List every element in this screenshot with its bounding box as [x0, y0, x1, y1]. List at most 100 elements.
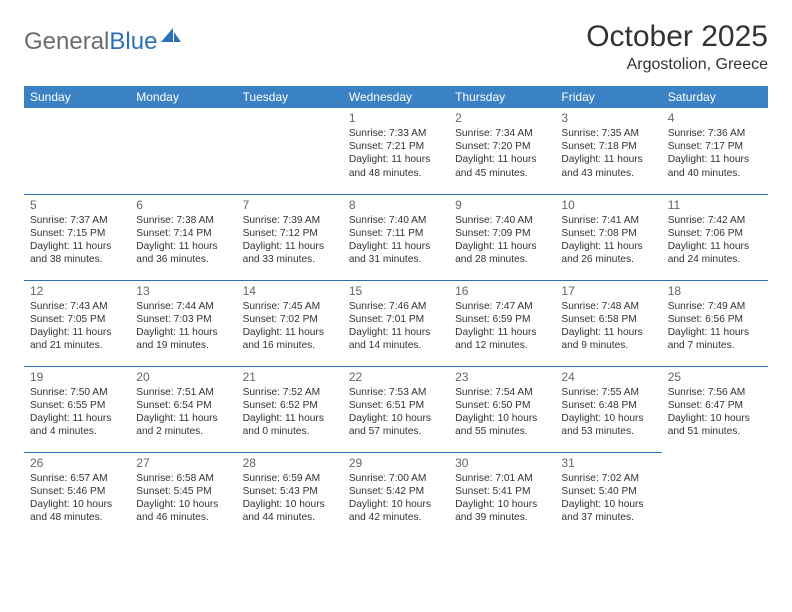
calendar-day-cell: 30Sunrise: 7:01 AMSunset: 5:41 PMDayligh…	[449, 452, 555, 538]
daylight-line: Daylight: 10 hours and 48 minutes.	[30, 498, 124, 524]
daylight-line: Daylight: 11 hours and 12 minutes.	[455, 326, 549, 352]
sunrise-line: Sunrise: 7:47 AM	[455, 300, 549, 313]
sunset-line: Sunset: 7:15 PM	[30, 227, 124, 240]
calendar-day-cell: 31Sunrise: 7:02 AMSunset: 5:40 PMDayligh…	[555, 452, 661, 538]
sunset-line: Sunset: 7:02 PM	[243, 313, 337, 326]
daylight-line: Daylight: 10 hours and 46 minutes.	[136, 498, 230, 524]
daylight-line: Daylight: 10 hours and 39 minutes.	[455, 498, 549, 524]
sunset-line: Sunset: 7:08 PM	[561, 227, 655, 240]
day-number: 21	[243, 370, 337, 385]
sunset-line: Sunset: 6:50 PM	[455, 399, 549, 412]
daylight-line: Daylight: 11 hours and 2 minutes.	[136, 412, 230, 438]
day-number: 27	[136, 456, 230, 471]
sunrise-line: Sunrise: 7:37 AM	[30, 214, 124, 227]
daylight-line: Daylight: 11 hours and 43 minutes.	[561, 153, 655, 179]
calendar-week-row: 5Sunrise: 7:37 AMSunset: 7:15 PMDaylight…	[24, 194, 768, 280]
day-number: 15	[349, 284, 443, 299]
calendar-day-cell: 10Sunrise: 7:41 AMSunset: 7:08 PMDayligh…	[555, 194, 661, 280]
header: GeneralBlue October 2025 Argostolion, Gr…	[24, 20, 768, 74]
weekday-header: Sunday	[24, 86, 130, 108]
weekday-header: Tuesday	[237, 86, 343, 108]
calendar-day-cell: 25Sunrise: 7:56 AMSunset: 6:47 PMDayligh…	[662, 366, 768, 452]
daylight-line: Daylight: 10 hours and 37 minutes.	[561, 498, 655, 524]
sunset-line: Sunset: 5:43 PM	[243, 485, 337, 498]
sunset-line: Sunset: 5:41 PM	[455, 485, 549, 498]
calendar-page: GeneralBlue October 2025 Argostolion, Gr…	[0, 0, 792, 558]
calendar-day-cell: 2Sunrise: 7:34 AMSunset: 7:20 PMDaylight…	[449, 108, 555, 194]
sunrise-line: Sunrise: 6:58 AM	[136, 472, 230, 485]
calendar-body: 1Sunrise: 7:33 AMSunset: 7:21 PMDaylight…	[24, 108, 768, 538]
calendar-day-cell: 16Sunrise: 7:47 AMSunset: 6:59 PMDayligh…	[449, 280, 555, 366]
sunset-line: Sunset: 5:46 PM	[30, 485, 124, 498]
daylight-line: Daylight: 11 hours and 38 minutes.	[30, 240, 124, 266]
calendar-day-cell: 9Sunrise: 7:40 AMSunset: 7:09 PMDaylight…	[449, 194, 555, 280]
sunrise-line: Sunrise: 7:52 AM	[243, 386, 337, 399]
daylight-line: Daylight: 11 hours and 28 minutes.	[455, 240, 549, 266]
sunset-line: Sunset: 6:51 PM	[349, 399, 443, 412]
sunset-line: Sunset: 7:20 PM	[455, 140, 549, 153]
sunset-line: Sunset: 6:58 PM	[561, 313, 655, 326]
sunrise-line: Sunrise: 7:34 AM	[455, 127, 549, 140]
calendar-day-cell: 3Sunrise: 7:35 AMSunset: 7:18 PMDaylight…	[555, 108, 661, 194]
sunrise-line: Sunrise: 7:53 AM	[349, 386, 443, 399]
sunrise-line: Sunrise: 7:36 AM	[668, 127, 762, 140]
calendar-day-cell: 18Sunrise: 7:49 AMSunset: 6:56 PMDayligh…	[662, 280, 768, 366]
sunset-line: Sunset: 7:17 PM	[668, 140, 762, 153]
daylight-line: Daylight: 11 hours and 24 minutes.	[668, 240, 762, 266]
daylight-line: Daylight: 10 hours and 44 minutes.	[243, 498, 337, 524]
sunrise-line: Sunrise: 7:01 AM	[455, 472, 549, 485]
sunrise-line: Sunrise: 7:33 AM	[349, 127, 443, 140]
sunset-line: Sunset: 6:52 PM	[243, 399, 337, 412]
day-number: 8	[349, 198, 443, 213]
sunset-line: Sunset: 7:09 PM	[455, 227, 549, 240]
calendar-week-row: 1Sunrise: 7:33 AMSunset: 7:21 PMDaylight…	[24, 108, 768, 194]
day-number: 29	[349, 456, 443, 471]
weekday-header: Wednesday	[343, 86, 449, 108]
calendar-day-cell: 15Sunrise: 7:46 AMSunset: 7:01 PMDayligh…	[343, 280, 449, 366]
daylight-line: Daylight: 11 hours and 45 minutes.	[455, 153, 549, 179]
day-number: 26	[30, 456, 124, 471]
sunset-line: Sunset: 6:54 PM	[136, 399, 230, 412]
day-number: 18	[668, 284, 762, 299]
sunrise-line: Sunrise: 7:55 AM	[561, 386, 655, 399]
logo-text-general: General	[24, 28, 109, 56]
calendar-day-cell: 24Sunrise: 7:55 AMSunset: 6:48 PMDayligh…	[555, 366, 661, 452]
daylight-line: Daylight: 11 hours and 21 minutes.	[30, 326, 124, 352]
day-number: 16	[455, 284, 549, 299]
calendar-day-cell: 22Sunrise: 7:53 AMSunset: 6:51 PMDayligh…	[343, 366, 449, 452]
day-number: 17	[561, 284, 655, 299]
daylight-line: Daylight: 11 hours and 31 minutes.	[349, 240, 443, 266]
sunrise-line: Sunrise: 7:35 AM	[561, 127, 655, 140]
sunrise-line: Sunrise: 7:50 AM	[30, 386, 124, 399]
calendar-week-row: 26Sunrise: 6:57 AMSunset: 5:46 PMDayligh…	[24, 452, 768, 538]
calendar-day-cell: 6Sunrise: 7:38 AMSunset: 7:14 PMDaylight…	[130, 194, 236, 280]
sunset-line: Sunset: 7:12 PM	[243, 227, 337, 240]
location: Argostolion, Greece	[586, 56, 768, 74]
daylight-line: Daylight: 11 hours and 4 minutes.	[30, 412, 124, 438]
day-number: 11	[668, 198, 762, 213]
day-number: 22	[349, 370, 443, 385]
daylight-line: Daylight: 11 hours and 14 minutes.	[349, 326, 443, 352]
calendar-day-cell: 13Sunrise: 7:44 AMSunset: 7:03 PMDayligh…	[130, 280, 236, 366]
daylight-line: Daylight: 10 hours and 55 minutes.	[455, 412, 549, 438]
sunrise-line: Sunrise: 7:54 AM	[455, 386, 549, 399]
sunset-line: Sunset: 7:18 PM	[561, 140, 655, 153]
calendar-day-cell: 20Sunrise: 7:51 AMSunset: 6:54 PMDayligh…	[130, 366, 236, 452]
logo-text-blue: Blue	[109, 28, 157, 56]
sunset-line: Sunset: 7:06 PM	[668, 227, 762, 240]
sunset-line: Sunset: 6:47 PM	[668, 399, 762, 412]
daylight-line: Daylight: 11 hours and 48 minutes.	[349, 153, 443, 179]
daylight-line: Daylight: 11 hours and 36 minutes.	[136, 240, 230, 266]
day-number: 31	[561, 456, 655, 471]
sunset-line: Sunset: 6:56 PM	[668, 313, 762, 326]
daylight-line: Daylight: 11 hours and 0 minutes.	[243, 412, 337, 438]
calendar-week-row: 12Sunrise: 7:43 AMSunset: 7:05 PMDayligh…	[24, 280, 768, 366]
sunrise-line: Sunrise: 7:44 AM	[136, 300, 230, 313]
sunrise-line: Sunrise: 7:45 AM	[243, 300, 337, 313]
calendar-day-cell: 19Sunrise: 7:50 AMSunset: 6:55 PMDayligh…	[24, 366, 130, 452]
calendar-table: Sunday Monday Tuesday Wednesday Thursday…	[24, 86, 768, 538]
calendar-day-cell: 12Sunrise: 7:43 AMSunset: 7:05 PMDayligh…	[24, 280, 130, 366]
daylight-line: Daylight: 11 hours and 7 minutes.	[668, 326, 762, 352]
sunset-line: Sunset: 7:21 PM	[349, 140, 443, 153]
sunset-line: Sunset: 7:14 PM	[136, 227, 230, 240]
